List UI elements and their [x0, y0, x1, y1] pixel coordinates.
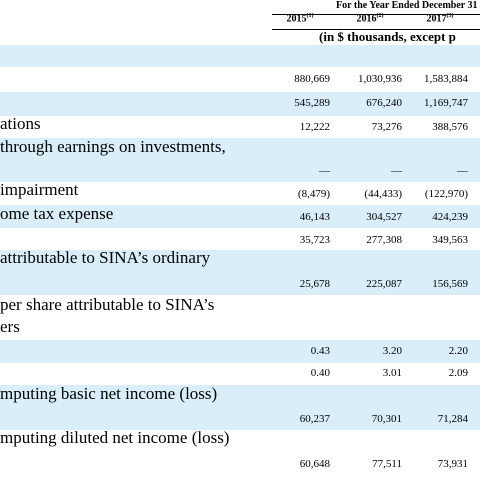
table-row — [0, 92, 480, 116]
row-label: mputing diluted net income (loss) — [0, 428, 230, 447]
cell-value: 46,143 — [299, 211, 330, 223]
cell-value: 2.20 — [448, 345, 468, 357]
cell-value: 12,222 — [299, 121, 330, 133]
year: 2015 — [286, 13, 307, 25]
year-header: 2015(1) — [270, 13, 330, 24]
cell-value: 424,239 — [432, 211, 468, 223]
cell-value: 73,276 — [371, 121, 402, 133]
table-row — [0, 340, 480, 363]
cell-value: 70,301 — [371, 413, 402, 425]
unit-note: (in $ thousands, except p — [319, 29, 456, 44]
table-row — [0, 138, 480, 182]
row-label: mputing basic net income (loss) — [0, 384, 218, 403]
year: 2017 — [426, 13, 447, 25]
cell-value: (122,970) — [424, 188, 468, 200]
period-header: For the Year Ended December 31 — [336, 0, 478, 11]
header-rule — [272, 29, 480, 30]
cell-value: 35,723 — [299, 234, 330, 246]
row-label: ations — [0, 114, 41, 133]
cell-value: 545,289 — [294, 97, 330, 109]
cell-value: 277,308 — [366, 234, 402, 246]
row-label: ers — [0, 317, 20, 336]
cell-value: 77,511 — [372, 458, 402, 470]
cell-value: 1,169,747 — [424, 97, 468, 109]
cell-value: 3.20 — [382, 345, 402, 357]
year: 2016 — [356, 13, 377, 25]
cell-value: 676,240 — [366, 97, 402, 109]
cell-value: 1,583,884 — [424, 73, 468, 85]
year-note: (1) — [306, 13, 314, 19]
cell-value: 0.43 — [310, 345, 330, 357]
year-header: 2017(3) — [410, 13, 470, 24]
table-row — [0, 45, 480, 67]
table-row — [0, 250, 480, 295]
cell-value: (44,433) — [364, 188, 402, 200]
cell-value: 3.01 — [382, 367, 402, 379]
table-row — [0, 385, 480, 430]
cell-value: 73,931 — [437, 458, 468, 470]
row-label: impairment — [0, 180, 79, 199]
cell-value: 25,678 — [299, 278, 330, 290]
year-header: 2016(2) — [340, 13, 400, 24]
cell-value: — — [319, 165, 330, 177]
row-label: attributable to SINA’s ordinary — [0, 248, 211, 267]
table-row — [0, 205, 480, 228]
cell-value: 880,669 — [294, 73, 330, 85]
cell-value: 60,237 — [299, 413, 330, 425]
row-label: per share attributable to SINA’s — [0, 295, 215, 314]
cell-value: 388,576 — [432, 121, 468, 133]
row-label: ome tax expense — [0, 204, 114, 223]
cell-value: 1,030,936 — [358, 73, 402, 85]
cell-value: 349,563 — [432, 234, 468, 246]
cell-value: — — [391, 165, 402, 177]
year-note: (3) — [446, 13, 454, 19]
cell-value: 304,527 — [366, 211, 402, 223]
header-rule — [272, 14, 480, 15]
cell-value: 225,087 — [366, 278, 402, 290]
cell-value: 0.40 — [310, 367, 330, 379]
cell-value: (8,479) — [297, 188, 330, 200]
cell-value: 156,569 — [432, 278, 468, 290]
row-label: through earnings on investments, — [0, 137, 226, 156]
cell-value: 2.09 — [448, 367, 468, 379]
cell-value: 60,648 — [299, 458, 330, 470]
cell-value: — — [457, 165, 468, 177]
year-note: (2) — [376, 13, 384, 19]
cell-value: 71,284 — [437, 413, 468, 425]
